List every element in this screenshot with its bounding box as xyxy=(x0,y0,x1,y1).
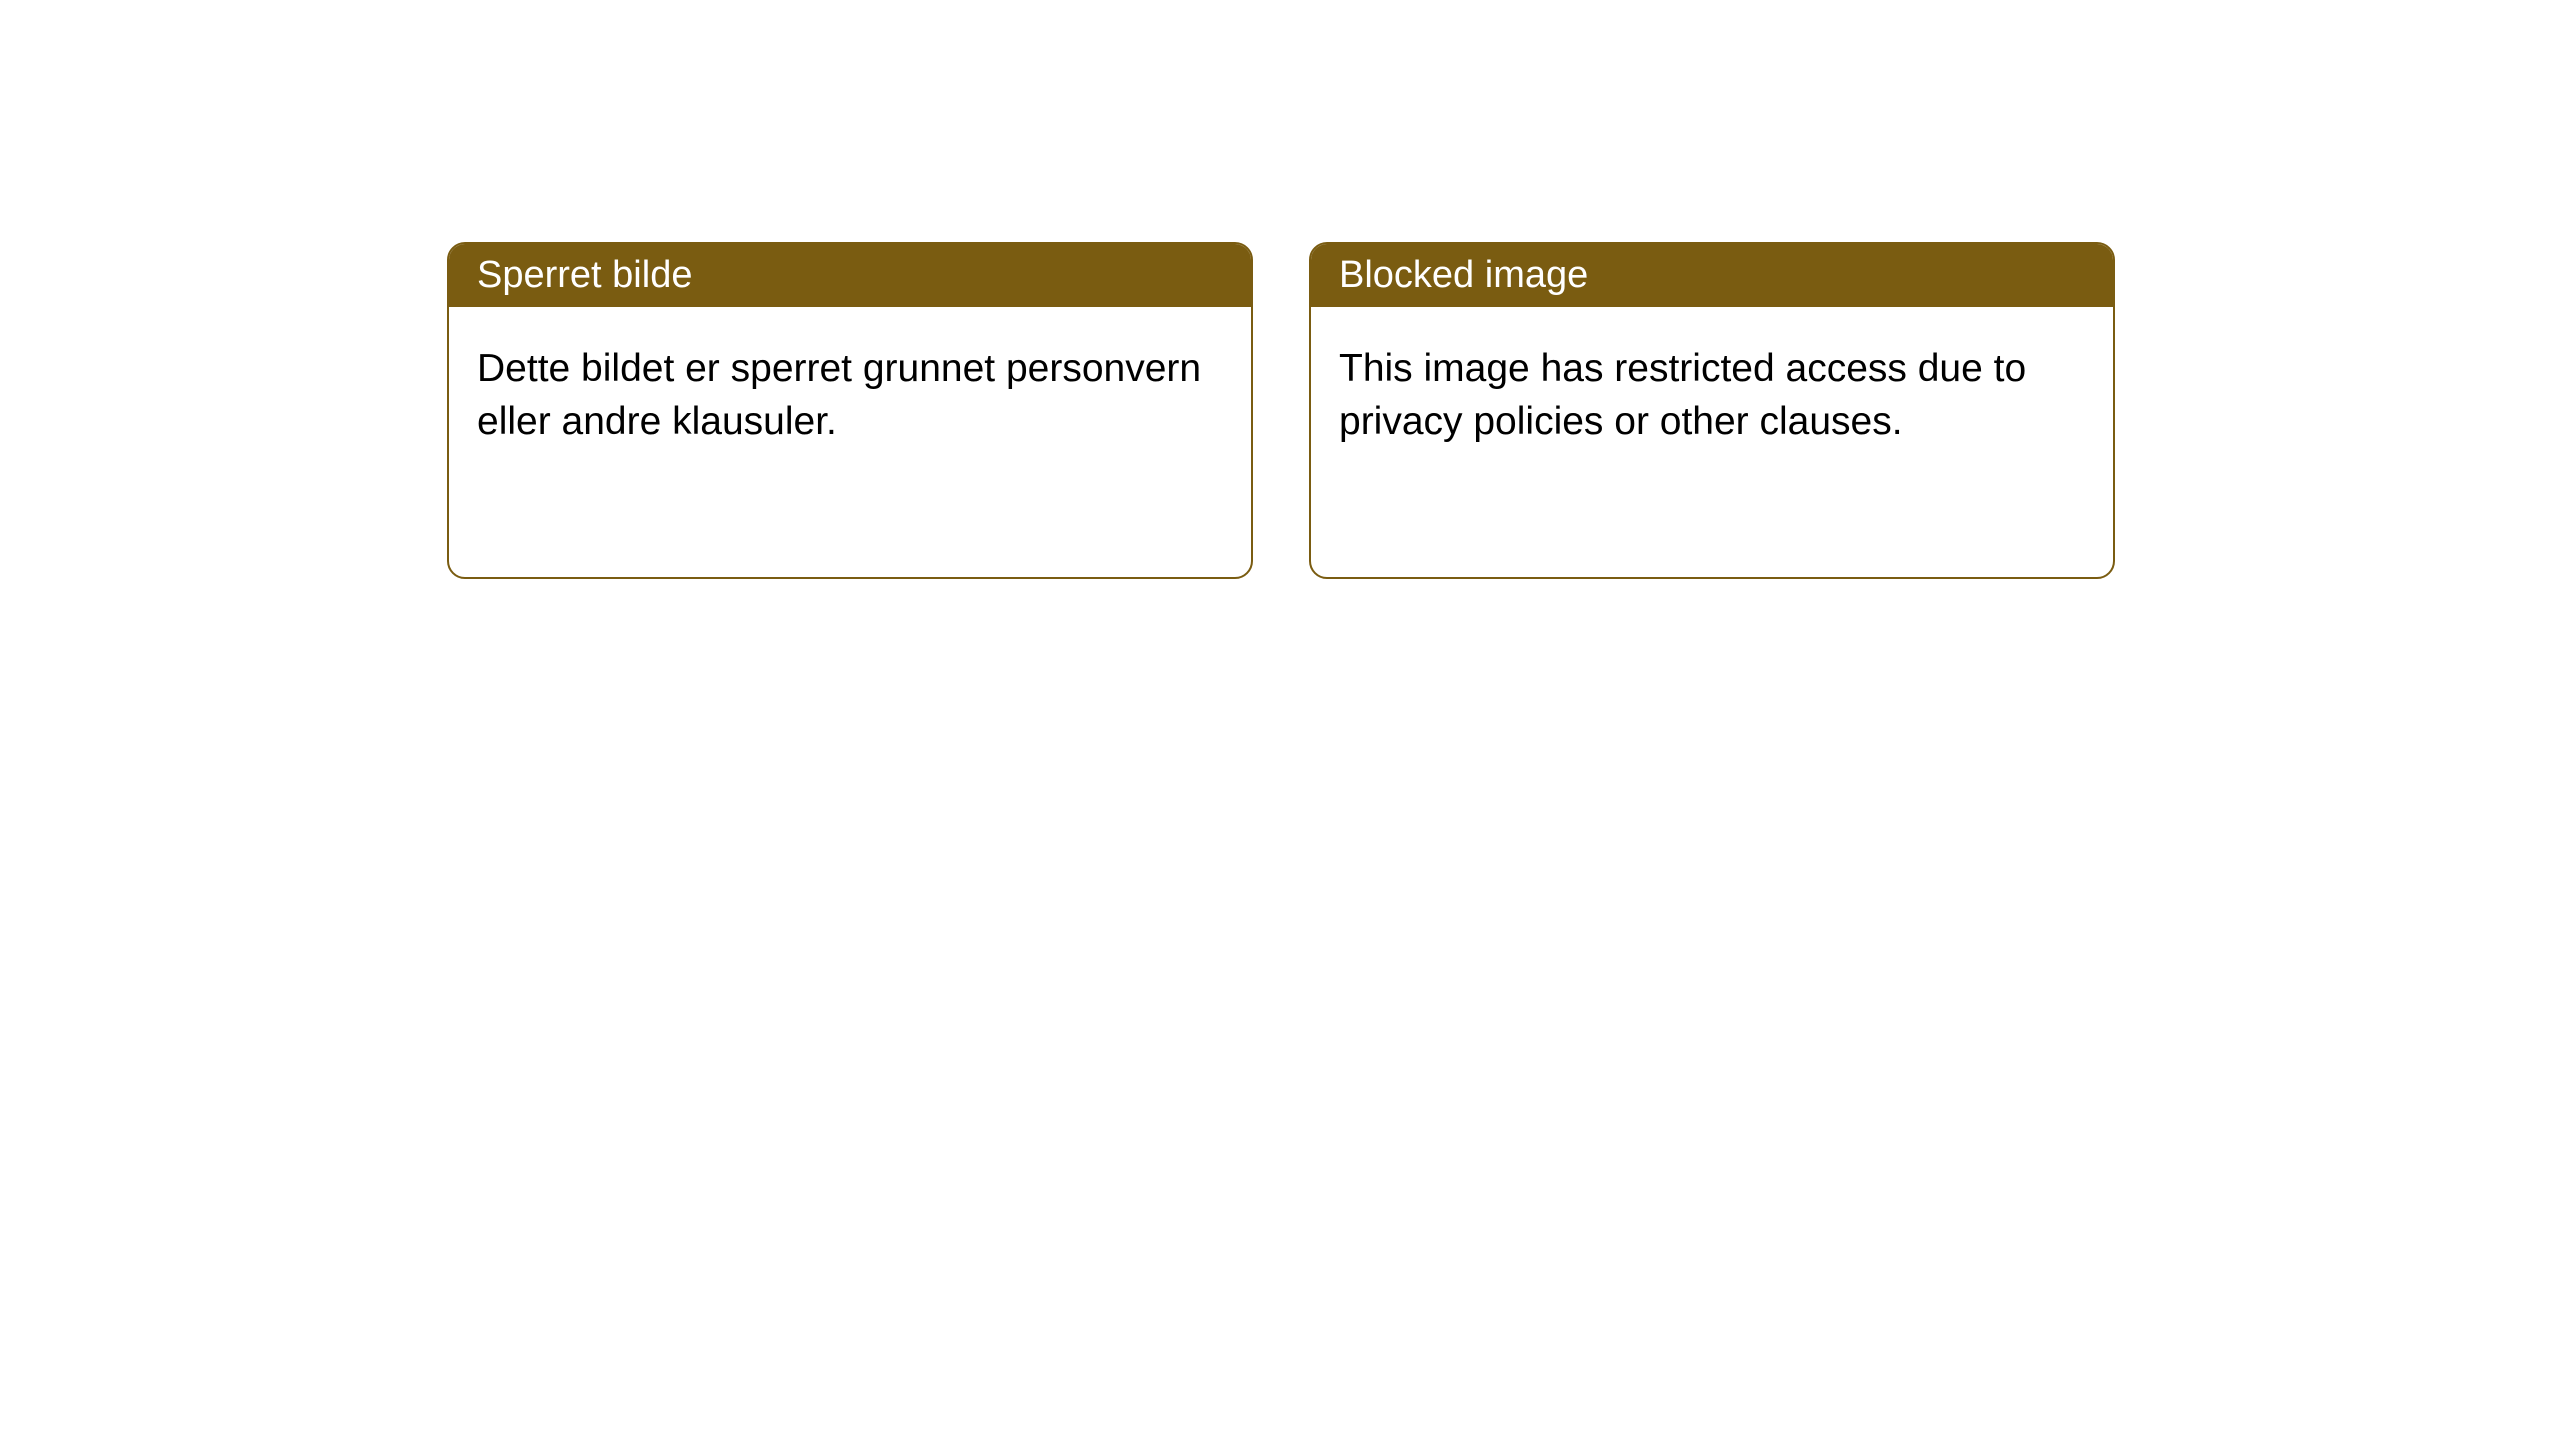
card-header: Sperret bilde xyxy=(449,244,1251,307)
blocked-image-card-en: Blocked image This image has restricted … xyxy=(1309,242,2115,579)
cards-container: Sperret bilde Dette bildet er sperret gr… xyxy=(0,0,2560,579)
card-header: Blocked image xyxy=(1311,244,2113,307)
card-body: Dette bildet er sperret grunnet personve… xyxy=(449,307,1251,484)
card-body: This image has restricted access due to … xyxy=(1311,307,2113,484)
blocked-image-card-no: Sperret bilde Dette bildet er sperret gr… xyxy=(447,242,1253,579)
